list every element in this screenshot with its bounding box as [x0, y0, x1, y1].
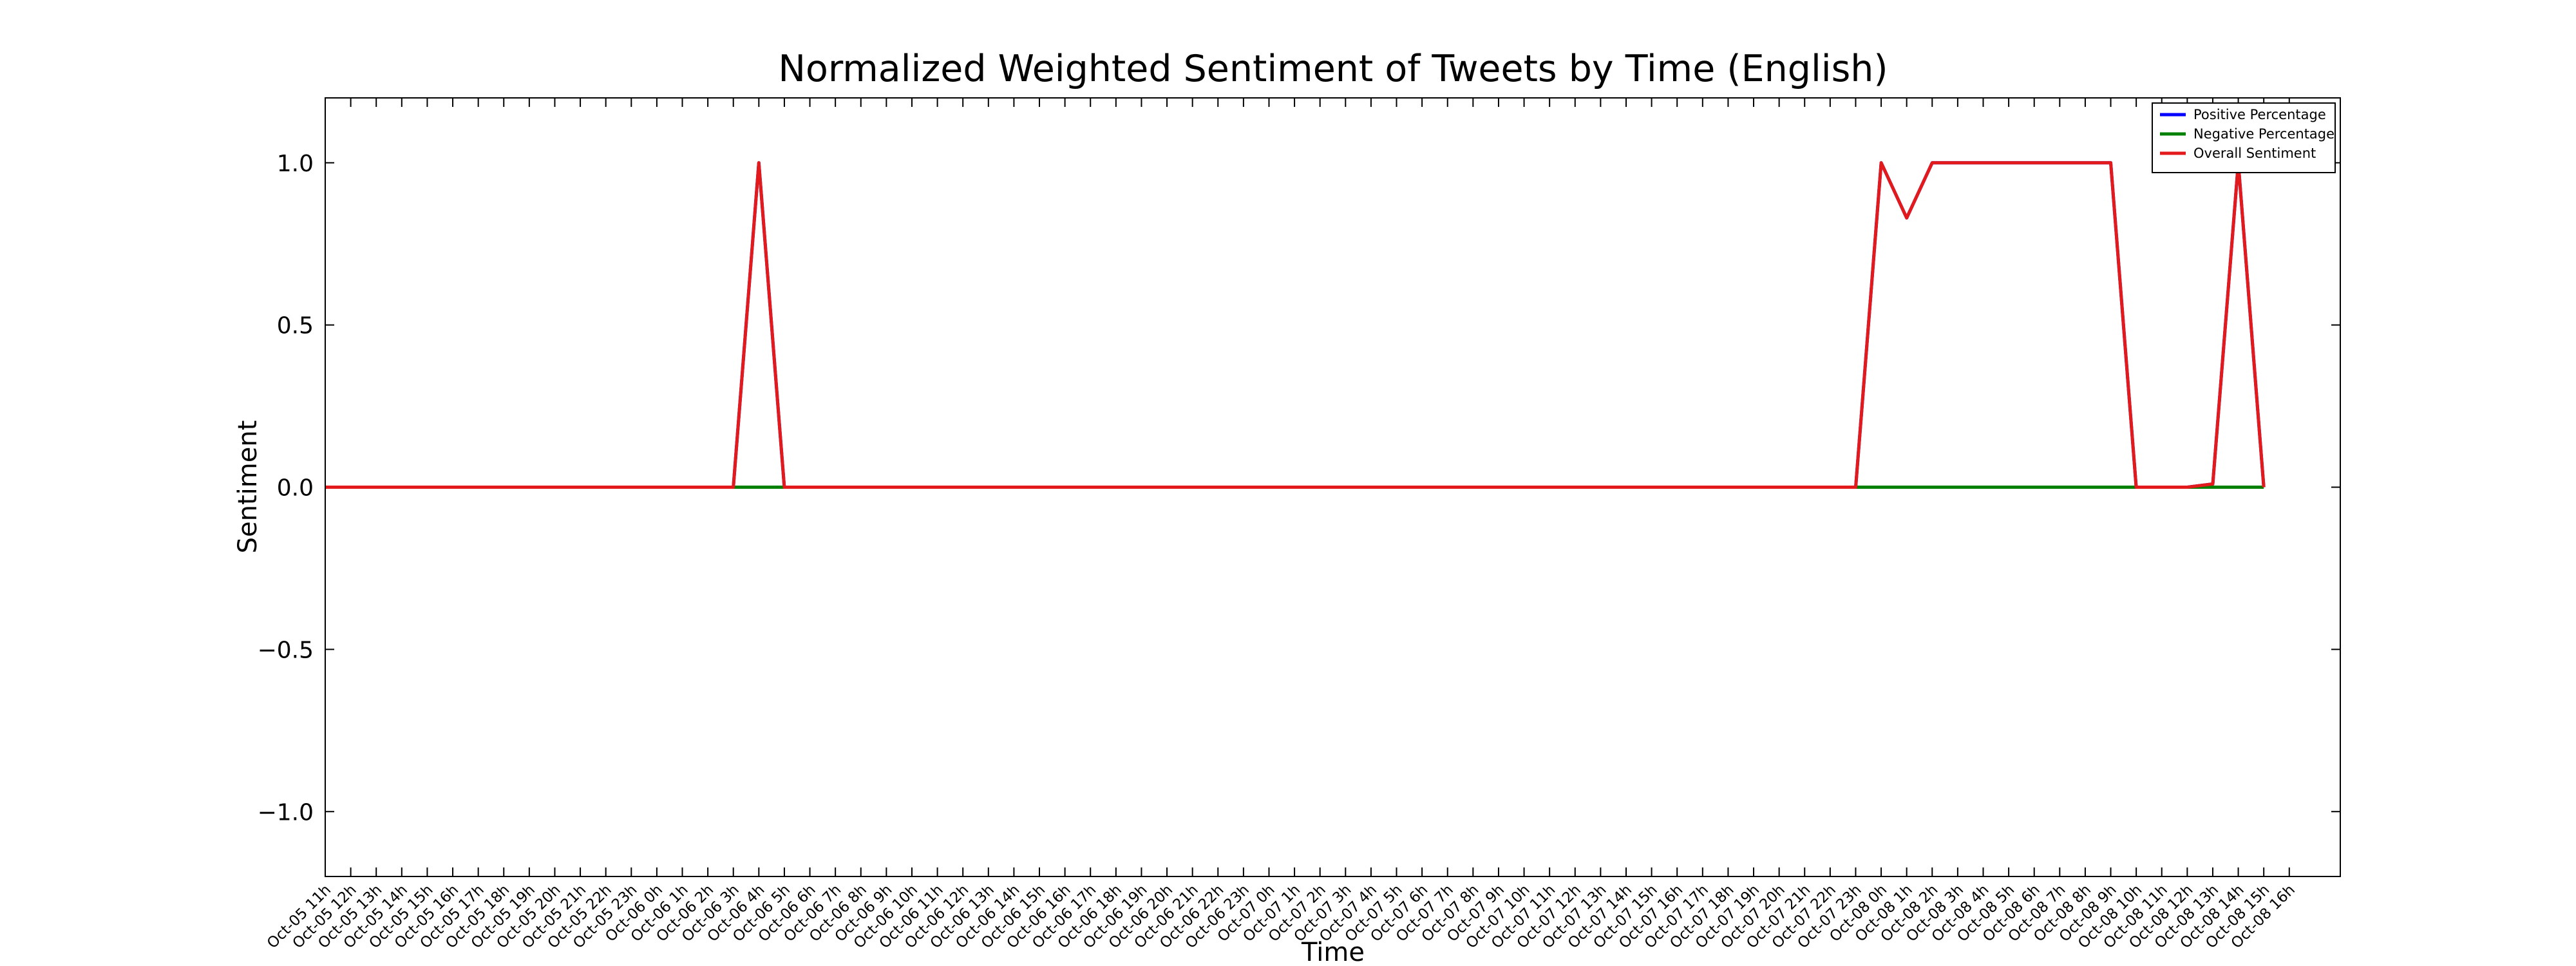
plot-frame — [325, 97, 2341, 877]
y-axis-label: Sentiment — [233, 421, 263, 554]
y-tick-label: −0.5 — [258, 637, 314, 663]
y-tick-label: −1.0 — [258, 799, 314, 826]
y-tick-label: 0.5 — [277, 313, 314, 339]
x-axis-label: Time — [1301, 938, 1365, 966]
y-tick-label: 1.0 — [277, 151, 314, 177]
series-line — [325, 161, 2266, 489]
legend-label: Positive Percentage — [2193, 107, 2326, 122]
chart-title: Normalized Weighted Sentiment of Tweets … — [778, 48, 1888, 90]
legend-label: Negative Percentage — [2193, 126, 2334, 142]
y-tick-label: 0.0 — [277, 475, 314, 502]
legend-label: Overall Sentiment — [2193, 146, 2316, 161]
